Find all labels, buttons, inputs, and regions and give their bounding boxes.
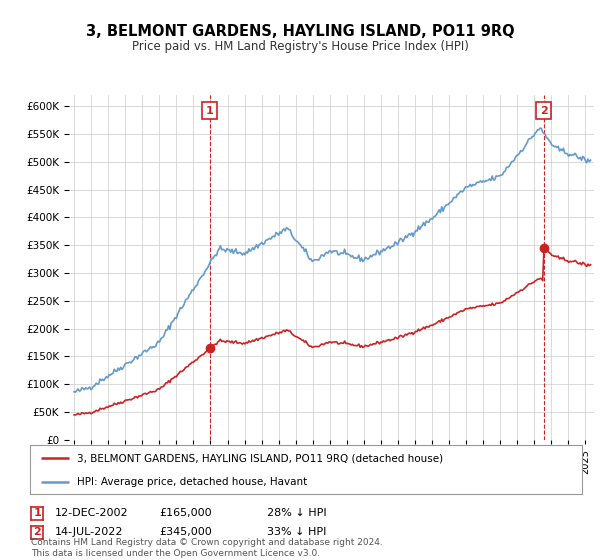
Text: Price paid vs. HM Land Registry's House Price Index (HPI): Price paid vs. HM Land Registry's House … (131, 40, 469, 53)
Text: £165,000: £165,000 (159, 508, 212, 518)
Text: 12-DEC-2002: 12-DEC-2002 (55, 508, 129, 518)
Text: 14-JUL-2022: 14-JUL-2022 (55, 528, 124, 537)
Text: 3, BELMONT GARDENS, HAYLING ISLAND, PO11 9RQ (detached house): 3, BELMONT GARDENS, HAYLING ISLAND, PO11… (77, 454, 443, 464)
Text: Contains HM Land Registry data © Crown copyright and database right 2024.
This d: Contains HM Land Registry data © Crown c… (31, 538, 383, 558)
Text: £345,000: £345,000 (159, 528, 212, 537)
Text: 3, BELMONT GARDENS, HAYLING ISLAND, PO11 9RQ: 3, BELMONT GARDENS, HAYLING ISLAND, PO11… (86, 24, 514, 39)
Text: HPI: Average price, detached house, Havant: HPI: Average price, detached house, Hava… (77, 477, 307, 487)
Text: 2: 2 (539, 106, 547, 116)
Text: 2: 2 (34, 528, 41, 537)
Text: 28% ↓ HPI: 28% ↓ HPI (267, 508, 326, 518)
Text: 1: 1 (206, 106, 214, 116)
Text: 33% ↓ HPI: 33% ↓ HPI (267, 528, 326, 537)
Text: 1: 1 (34, 508, 41, 518)
